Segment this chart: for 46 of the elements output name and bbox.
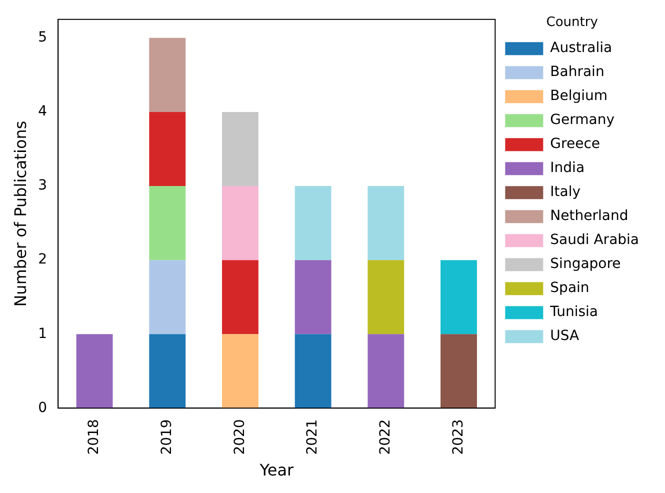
legend-label: Tunisia bbox=[549, 304, 598, 320]
legend-label: Greece bbox=[550, 136, 600, 152]
bar bbox=[76, 334, 113, 408]
bar bbox=[149, 260, 186, 334]
bar bbox=[440, 334, 477, 408]
x-tick-label: 2020 bbox=[232, 419, 248, 455]
legend-label: Spain bbox=[550, 280, 590, 296]
y-tick-label: 4 bbox=[38, 104, 48, 120]
legend-label: Italy bbox=[550, 184, 581, 200]
bar bbox=[440, 260, 477, 334]
bar bbox=[149, 186, 186, 260]
bar bbox=[368, 186, 404, 260]
x-tick-label: 2019 bbox=[159, 419, 176, 455]
legend-label: India bbox=[550, 160, 585, 176]
legend-label: Belgium bbox=[550, 88, 608, 104]
legend-label: USA bbox=[550, 328, 580, 344]
y-tick-label: 2 bbox=[38, 252, 48, 268]
legend-label: Germany bbox=[550, 112, 615, 128]
legend-label: Singapore bbox=[550, 256, 621, 272]
bar bbox=[368, 334, 404, 408]
legend-label: Australia bbox=[550, 40, 612, 56]
bar bbox=[222, 112, 258, 186]
bar bbox=[294, 334, 332, 408]
bar bbox=[368, 260, 404, 334]
x-tick-label: 2018 bbox=[86, 419, 102, 455]
x-tick-label: 2021 bbox=[304, 419, 321, 455]
bar bbox=[149, 38, 186, 112]
bar bbox=[294, 260, 332, 334]
legend-label: Bahrain bbox=[550, 64, 604, 80]
y-tick-label: 0 bbox=[38, 400, 48, 416]
bar bbox=[222, 186, 258, 260]
bar bbox=[294, 186, 332, 260]
x-tick-label: 2022 bbox=[378, 419, 394, 455]
x-tick-label: 2023 bbox=[450, 419, 466, 455]
y-tick-label: 1 bbox=[38, 326, 48, 342]
legend-title: Country bbox=[546, 14, 598, 30]
y-axis-title: Number of Publications bbox=[10, 120, 30, 307]
y-tick-label: 3 bbox=[38, 178, 48, 194]
y-tick-label: 5 bbox=[38, 30, 48, 46]
bar bbox=[149, 112, 186, 186]
bar bbox=[149, 334, 186, 408]
x-axis-title: Year bbox=[258, 460, 294, 480]
legend-label: Netherland bbox=[550, 208, 628, 224]
legend-label: Saudi Arabia bbox=[550, 232, 640, 248]
bar bbox=[222, 260, 258, 334]
bar bbox=[222, 334, 258, 408]
